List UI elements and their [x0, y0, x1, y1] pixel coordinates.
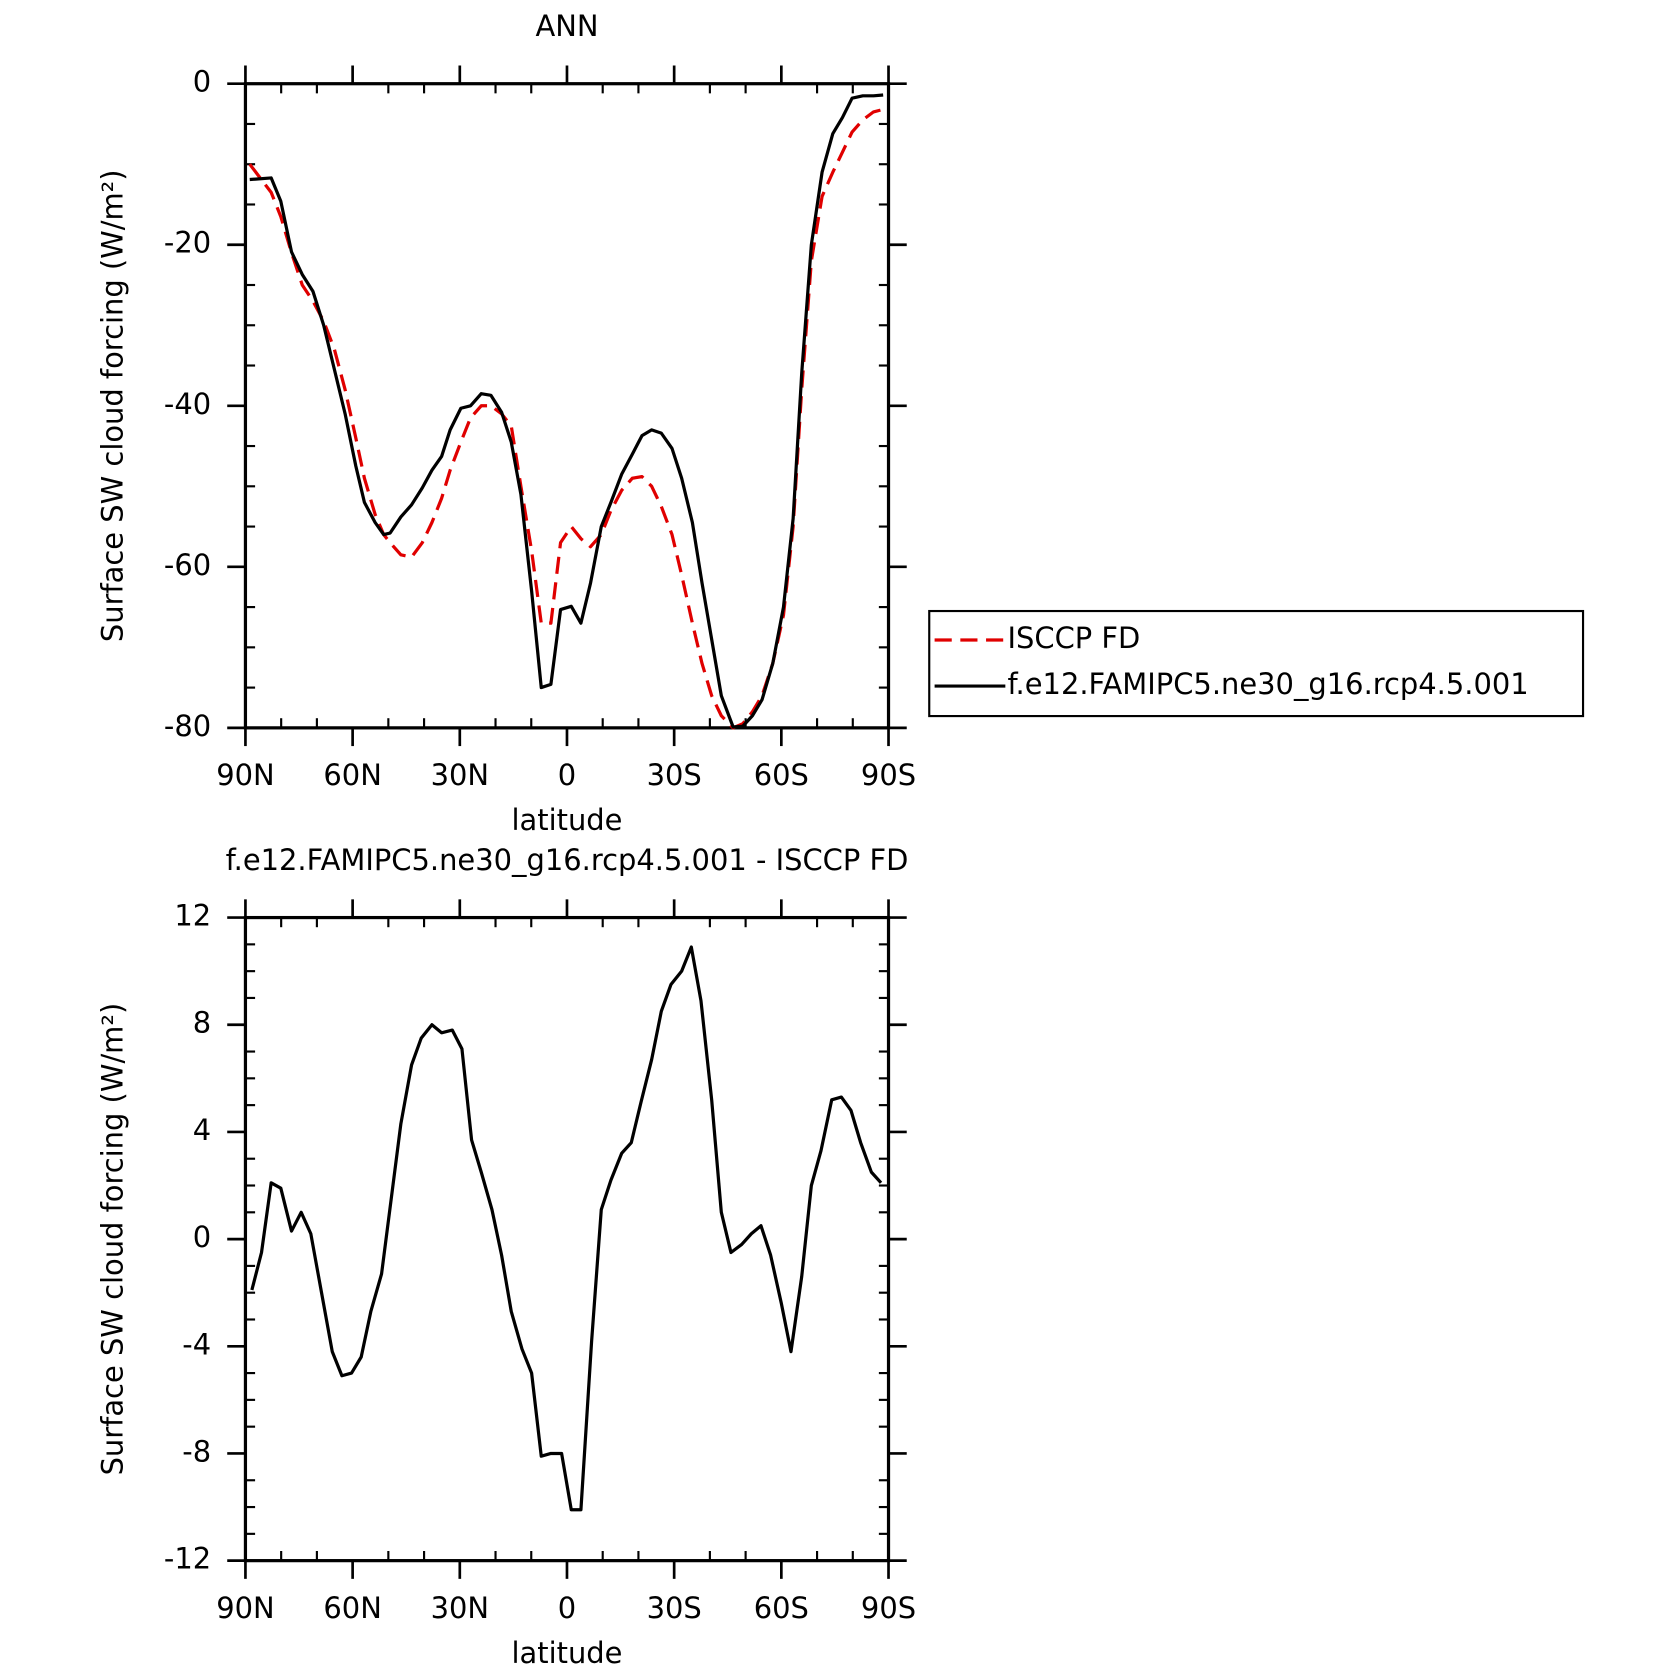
x-axis-label: latitude [511, 1636, 622, 1669]
chart-title: ANN [535, 9, 598, 43]
x-axis-label: latitude [511, 803, 622, 837]
y-tick-label: 8 [193, 1006, 211, 1040]
legend-label: f.e12.FAMIPC5.ne30_g16.rcp4.5.001 [1007, 667, 1528, 701]
data-line [250, 945, 883, 1512]
y-tick-label: 0 [193, 65, 211, 99]
x-tick-label: 90N [216, 1591, 274, 1625]
y-tick-label: -80 [164, 709, 211, 743]
y-tick-label: -60 [164, 548, 211, 582]
plot-frame [243, 915, 891, 1563]
x-tick-label: 60N [323, 1591, 381, 1625]
y-tick-label: -40 [164, 387, 211, 421]
data-line [249, 93, 884, 729]
x-tick-label: 60S [754, 758, 809, 792]
y-tick-label: -20 [164, 226, 211, 260]
x-tick-label: 30N [431, 758, 489, 792]
x-tick-label: 30N [431, 1591, 489, 1625]
legend-box [928, 609, 1585, 718]
y-axis-label: Surface SW cloud forcing (W/m²) [96, 169, 130, 642]
x-tick-label: 0 [558, 758, 576, 792]
legend-label: ISCCP FD [1007, 621, 1140, 655]
x-tick-label: 60S [754, 1591, 809, 1625]
x-tick-label: 30S [647, 1591, 702, 1625]
y-axis-label: Surface SW cloud forcing (W/m²) [96, 1003, 130, 1476]
x-tick-label: 90N [216, 758, 274, 792]
y-tick-label: 0 [193, 1220, 211, 1254]
x-tick-label: 30S [647, 758, 702, 792]
y-tick-label: -4 [182, 1327, 211, 1361]
y-tick-label: 4 [193, 1113, 211, 1147]
y-tick-label: -8 [182, 1434, 211, 1468]
y-tick-label: 12 [174, 899, 211, 933]
x-tick-label: 90S [861, 1591, 916, 1625]
x-tick-label: 0 [558, 1591, 576, 1625]
x-tick-label: 90S [861, 758, 916, 792]
chart-title: f.e12.FAMIPC5.ne30_g16.rcp4.5.001 - ISCC… [226, 843, 909, 877]
x-tick-label: 60N [323, 758, 381, 792]
y-tick-label: -12 [164, 1542, 211, 1576]
